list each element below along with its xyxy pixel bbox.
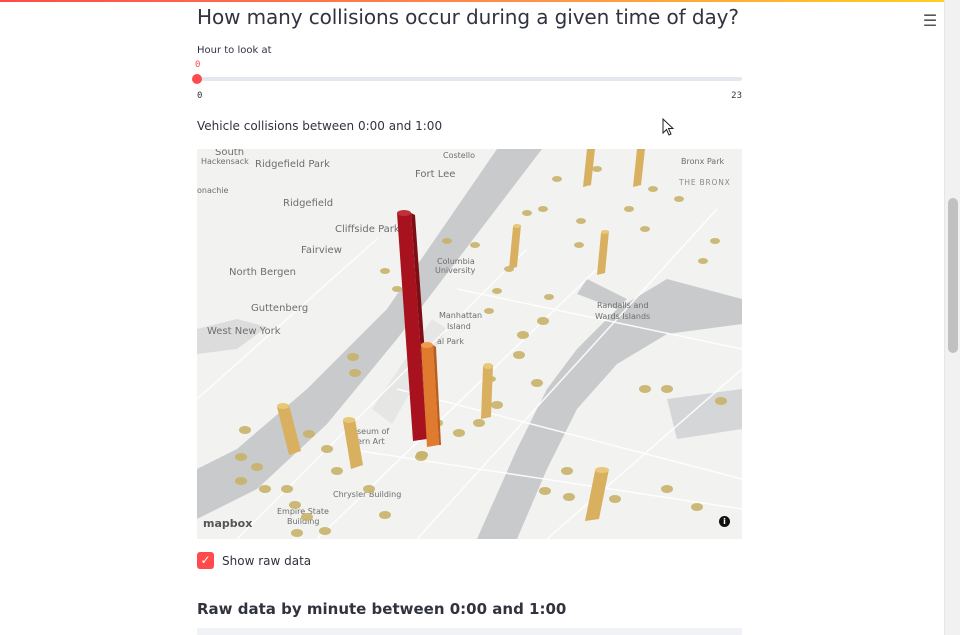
map-label: Chrysler Building: [333, 490, 402, 499]
raw-data-heading: Raw data by minute between 0:00 and 1:00: [197, 600, 567, 618]
hamburger-menu-icon[interactable]: ☰: [922, 11, 938, 30]
map-label: South: [215, 149, 245, 158]
map-label: Costello: [443, 151, 476, 160]
map-label: ern Art: [357, 437, 385, 446]
map-label: Wards Islands: [595, 312, 651, 321]
hour-slider-track[interactable]: [197, 77, 742, 81]
page-scrollbar[interactable]: [944, 0, 960, 635]
map-label: Building: [287, 517, 320, 526]
top-decoration-bar: [0, 0, 960, 2]
map-label: Randalls and: [597, 301, 649, 310]
map-label: Fort Lee: [415, 169, 456, 180]
map-label: North Bergen: [229, 267, 296, 278]
mouse-cursor-icon: [662, 118, 675, 136]
map-label: West New York: [207, 326, 281, 337]
raw-data-table: [197, 628, 742, 635]
page-title: How many collisions occur during a given…: [197, 5, 739, 29]
hour-slider-thumb[interactable]: [192, 74, 202, 84]
map-label: Fairview: [301, 245, 342, 256]
map-label: Cliffside Park: [335, 224, 400, 235]
map-label: Empire State: [277, 507, 329, 516]
slider-max-label: 23: [731, 91, 742, 101]
slider-min-label: 0: [197, 91, 203, 101]
map-label: seum of: [357, 427, 390, 436]
map-label: Manhattan: [439, 311, 483, 320]
mapbox-logo[interactable]: mapbox: [203, 517, 253, 530]
main-content: How many collisions occur during a given…: [192, 0, 742, 635]
map-label: Hackensack: [201, 157, 249, 166]
map-caption: Vehicle collisions between 0:00 and 1:00: [197, 119, 443, 133]
slider-current-value: 0: [195, 60, 201, 70]
show-raw-data-label: Show raw data: [222, 553, 312, 568]
map-label: Ridgefield Park: [255, 159, 330, 170]
map-label: Ridgefield: [283, 198, 334, 209]
map-label: Island: [447, 322, 471, 331]
map-label: University: [435, 266, 476, 275]
map-label: Columbia: [437, 257, 475, 266]
map-label: THE BRONX: [679, 178, 731, 187]
slider-label: Hour to look at: [197, 45, 272, 56]
show-raw-data-checkbox[interactable]: ✓ Show raw data: [197, 552, 311, 569]
scrollbar-thumb[interactable]: [948, 198, 958, 353]
map-label: Bronx Park: [681, 157, 725, 166]
map-label: al Park: [437, 337, 464, 346]
checkbox-checked-icon[interactable]: ✓: [197, 552, 214, 569]
map-base: [197, 149, 742, 539]
collision-map[interactable]: South Hackensack Ridgefield Park Fort Le…: [197, 149, 742, 539]
info-icon[interactable]: i: [719, 516, 730, 527]
map-label: onachie: [197, 186, 229, 195]
map-label: Guttenberg: [251, 303, 309, 314]
